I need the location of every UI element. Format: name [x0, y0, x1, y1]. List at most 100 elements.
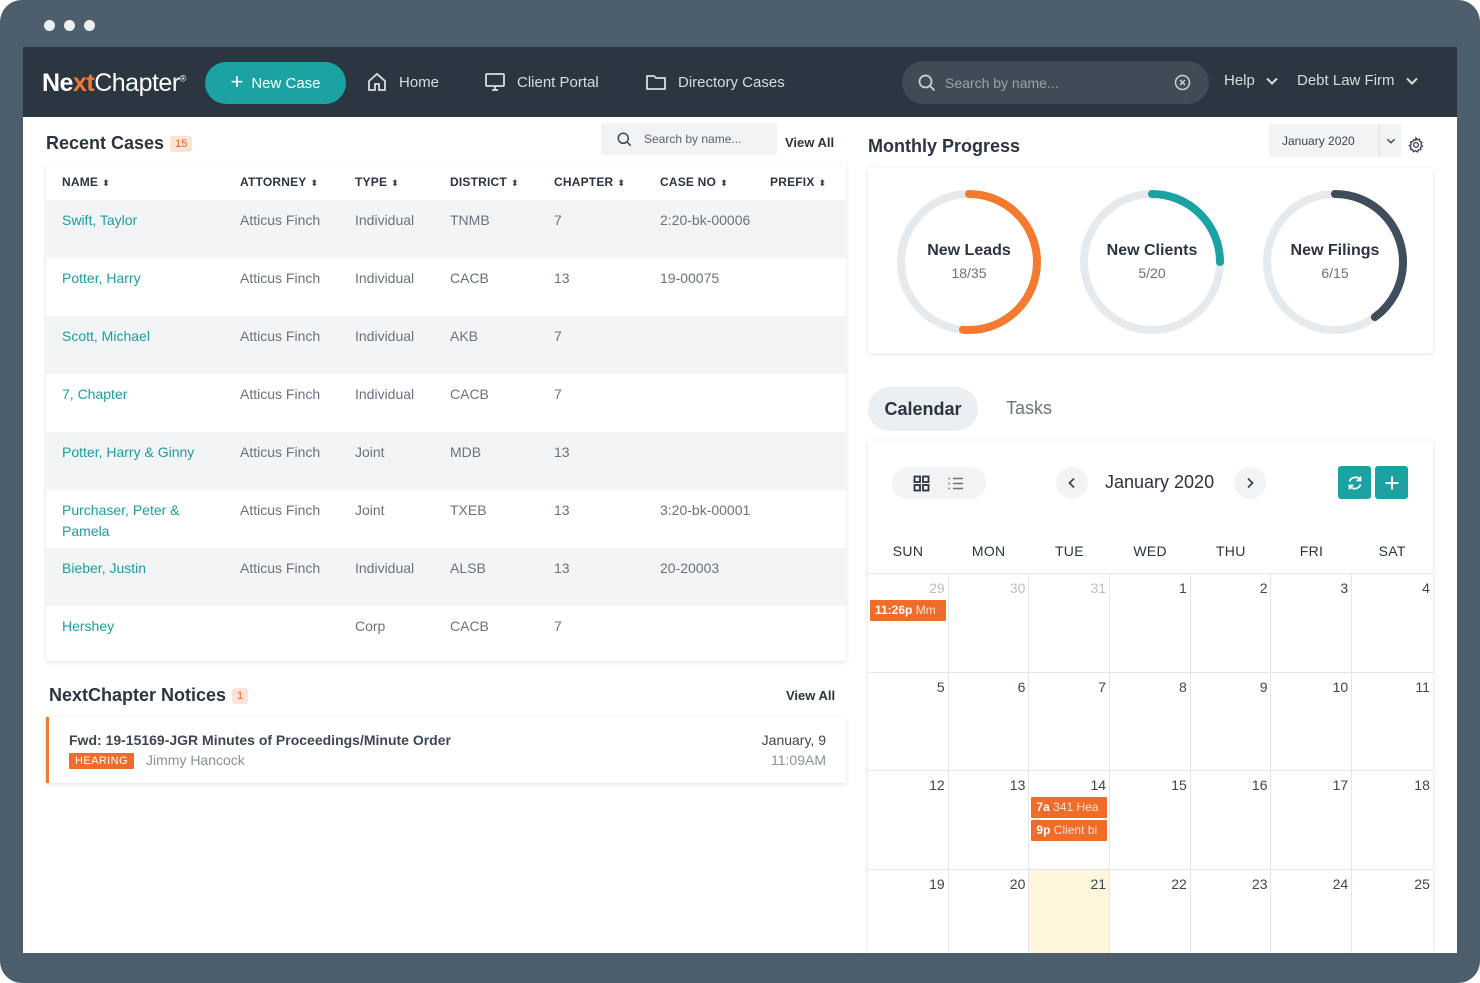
calendar-day-cell[interactable]: 15 [1110, 770, 1191, 869]
column-header[interactable]: DISTRICT ⬍ [450, 175, 519, 189]
table-row[interactable]: Bieber, Justin Atticus Finch Individual ALS… [46, 548, 846, 606]
notice-item[interactable]: Fwd: 19-15169-JGR Minutes of Proceedings… [46, 717, 846, 783]
next-month-button[interactable] [1234, 467, 1266, 499]
nav-home[interactable]: Home [366, 71, 439, 93]
calendar-day-cell[interactable]: 17 [1271, 770, 1353, 869]
global-search-input[interactable] [945, 74, 1160, 91]
calendar-day-cell[interactable]: 11 [1352, 671, 1433, 771]
cell-case-no [644, 374, 754, 432]
cell-name[interactable]: Swift, Taylor [46, 200, 224, 258]
calendar-day-cell[interactable]: 10 [1271, 671, 1353, 770]
calendar-day-cell[interactable]: 25 [1352, 868, 1433, 954]
sort-icon: ⬍ [720, 178, 728, 188]
cell-name[interactable]: 7, Chapter [62, 386, 128, 402]
calendar-day-cell[interactable]: 12 [868, 770, 949, 869]
cell-prefix [754, 432, 846, 490]
gear-icon[interactable] [1407, 136, 1425, 154]
nav-directory-cases[interactable]: Directory Cases [645, 71, 785, 93]
calendar-day-cell[interactable]: 3 [1271, 573, 1353, 672]
calendar-day-cell[interactable]: 19 [868, 868, 949, 953]
table-row[interactable]: 7, Chapter Atticus Finch Individual CACB 7 [46, 374, 846, 432]
column-header[interactable]: TYPE ⬍ [355, 175, 399, 189]
calendar-day-cell[interactable]: 9 [1190, 671, 1272, 770]
calendar-day-cell[interactable]: 14 [1029, 770, 1111, 869]
calendar-day-cell[interactable]: 7 [1029, 671, 1111, 770]
calendar-day-cell[interactable]: 24 [1271, 868, 1353, 953]
day-number: 15 [1171, 777, 1187, 793]
calendar-day-cell[interactable]: 29 [868, 573, 949, 672]
cell-name[interactable]: Potter, Harry [62, 270, 141, 286]
window-dot-icon[interactable] [84, 20, 95, 31]
cell-attorney: Atticus Finch [224, 200, 339, 258]
cell-name[interactable]: Purchaser, Peter & Pamela [62, 502, 180, 539]
column-header[interactable]: CASE NO ⬍ [660, 175, 728, 189]
table-row[interactable]: Potter, Harry Atticus Finch Individual CACB… [46, 258, 846, 316]
cell-case-no: 2:20-bk-00006 [644, 200, 754, 258]
cell-name[interactable]: Hershey [62, 618, 115, 634]
calendar-event[interactable]: 9p Client bi [1031, 820, 1108, 841]
cases-search-input[interactable] [644, 132, 769, 146]
nextchapter-logo[interactable]: NextChapter® [42, 69, 186, 97]
calendar-day-cell[interactable]: 21 [1029, 868, 1111, 953]
prev-month-button[interactable] [1056, 467, 1088, 499]
tab-calendar[interactable]: Calendar [868, 387, 978, 431]
sort-icon: ⬍ [510, 178, 519, 188]
calendar-day-cell[interactable]: 8 [1110, 671, 1191, 770]
day-number: 6 [1017, 678, 1026, 695]
cell-name[interactable]: Bieber, Justin [46, 548, 224, 606]
cell-attorney: Atticus Finch [224, 548, 339, 606]
cell-attorney: Atticus Finch [240, 502, 321, 518]
calendar-day-cell[interactable]: 20 [948, 868, 1030, 953]
refresh-calendar-button[interactable] [1338, 466, 1371, 499]
day-number: 29 [929, 580, 945, 596]
calendar-day-cell[interactable]: 18 [1352, 770, 1433, 869]
calendar-day-cell[interactable]: 6 [948, 671, 1030, 770]
calendar-day-cell[interactable]: 2 [1190, 573, 1272, 672]
column-header[interactable]: NAME ⬍ [62, 175, 110, 189]
notice-title: Fwd: 19-15169-JGR Minutes of Proceedings… [69, 732, 451, 748]
cell-prefix [754, 374, 846, 432]
grid-view-icon[interactable] [913, 475, 930, 492]
calendar-event[interactable]: 11:26p Mm [870, 600, 946, 621]
calendar-day-cell[interactable]: 22 [1110, 868, 1191, 953]
cell-case-no [644, 432, 754, 490]
calendar-day-cell[interactable]: 31 [1029, 573, 1111, 672]
add-event-button[interactable] [1375, 466, 1408, 499]
cell-name[interactable]: Scott, Michael [46, 316, 224, 374]
column-header[interactable]: ATTORNEY ⬍ [240, 175, 319, 189]
calendar-day-cell[interactable]: 23 [1190, 868, 1272, 953]
recent-cases-view-all-link[interactable]: View All [785, 135, 835, 150]
cell-name[interactable]: Potter, Harry & Ginny [46, 432, 224, 490]
notice-time: 11:09AM [771, 752, 826, 768]
table-row[interactable]: Hershey Corp CACB 7 [46, 606, 846, 661]
progress-month-select[interactable]: January 2020 [1269, 124, 1401, 157]
table-row[interactable]: Potter, Harry & Ginny Atticus Finch Joint M… [46, 432, 846, 490]
table-row[interactable]: Swift, Taylor Atticus Finch Individual TNMB… [46, 200, 846, 258]
calendar-day-cell[interactable]: 4 [1352, 573, 1433, 672]
nav-client-portal[interactable]: Client Portal [484, 71, 599, 93]
chevron-left-icon [1068, 477, 1075, 489]
calendar-day-cell[interactable]: 16 [1190, 770, 1272, 869]
list-view-icon[interactable] [947, 475, 964, 492]
new-case-button[interactable]: + New Case [205, 62, 346, 104]
column-header[interactable]: CHAPTER ⬍ [554, 175, 626, 189]
column-header[interactable]: PREFIX ⬍ [770, 175, 827, 189]
cell-district: TNMB [434, 200, 538, 258]
window-dot-icon[interactable] [64, 20, 75, 31]
tab-tasks[interactable]: Tasks [1006, 398, 1053, 418]
firm-dropdown[interactable]: Debt Law Firm [1297, 72, 1419, 89]
clear-search-icon[interactable] [1174, 74, 1191, 91]
cell-chapter: 13 [538, 548, 644, 606]
table-row[interactable]: Purchaser, Peter & Pamela Atticus Finch Jo… [46, 490, 846, 548]
calendar-day-cell[interactable]: 30 [948, 573, 1030, 672]
table-row[interactable]: Scott, Michael Atticus Finch Individual AKB… [46, 316, 846, 374]
gauge-label: New Clients [1106, 242, 1198, 259]
calendar-day-cell[interactable]: 5 [868, 671, 949, 770]
calendar-day-cell[interactable]: 13 [948, 770, 1030, 869]
calendar-event[interactable]: 7a 341 Hea [1031, 797, 1108, 818]
window-dot-icon[interactable] [44, 20, 55, 31]
cell-attorney [224, 606, 339, 661]
notices-view-all-link[interactable]: View All [786, 688, 836, 703]
help-dropdown[interactable]: Help [1224, 72, 1279, 89]
calendar-day-cell[interactable]: 1 [1110, 573, 1191, 672]
